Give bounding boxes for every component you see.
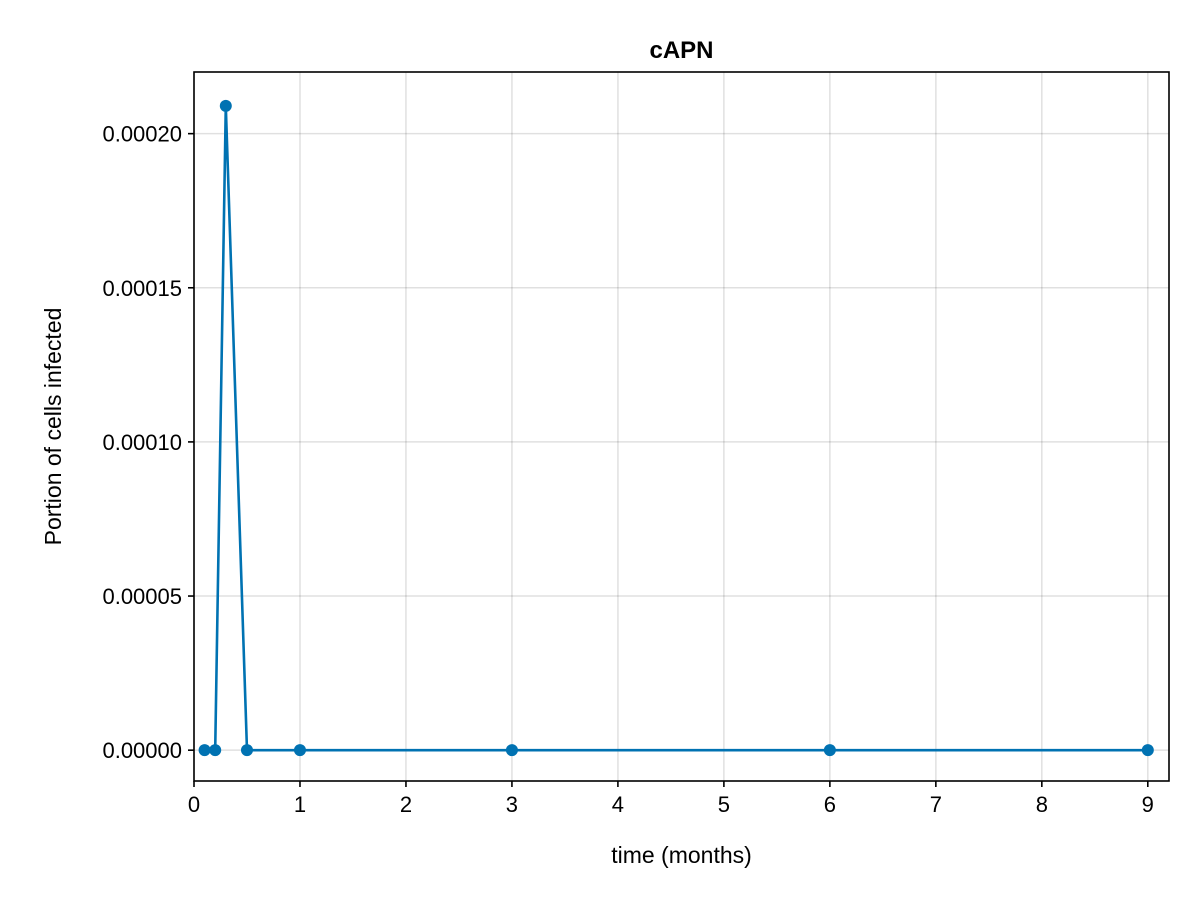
y-tick-label: 0.00020 bbox=[102, 122, 182, 147]
y-axis-label: Portion of cells infected bbox=[40, 308, 66, 546]
series-layer bbox=[198, 99, 1154, 757]
plot-frame bbox=[193, 71, 1170, 782]
axis-ticks bbox=[188, 132, 1149, 787]
data-point bbox=[823, 744, 836, 757]
x-tick-label: 7 bbox=[930, 792, 942, 817]
x-tick-label: 0 bbox=[188, 792, 200, 817]
data-point bbox=[1141, 744, 1154, 757]
data-point bbox=[209, 744, 222, 757]
x-axis-label: time (months) bbox=[611, 842, 752, 868]
x-tick-label: 4 bbox=[612, 792, 624, 817]
x-tick-label: 1 bbox=[294, 792, 306, 817]
data-point bbox=[240, 744, 253, 757]
data-point bbox=[219, 99, 232, 112]
data-point bbox=[293, 744, 306, 757]
x-tick-label: 8 bbox=[1036, 792, 1048, 817]
y-tick-label: 0.00000 bbox=[102, 738, 182, 763]
x-tick-label: 5 bbox=[718, 792, 730, 817]
x-tick-label: 9 bbox=[1142, 792, 1154, 817]
x-tick-label: 6 bbox=[824, 792, 836, 817]
y-tick-label: 0.00005 bbox=[102, 584, 182, 609]
tick-labels: 0 1 2 3 4 5 6 7 8 9 0.00000 0.00005 0.00010 0.00015 0.… bbox=[102, 122, 1153, 817]
y-tick-label: 0.00010 bbox=[102, 430, 182, 455]
data-point bbox=[505, 744, 518, 757]
data-point bbox=[198, 744, 211, 757]
x-tick-label: 2 bbox=[400, 792, 412, 817]
chart-title: cAPN bbox=[649, 37, 713, 64]
series-line-0 bbox=[204, 104, 1148, 752]
y-tick-label: 0.00015 bbox=[102, 276, 182, 301]
x-tick-label: 3 bbox=[506, 792, 518, 817]
